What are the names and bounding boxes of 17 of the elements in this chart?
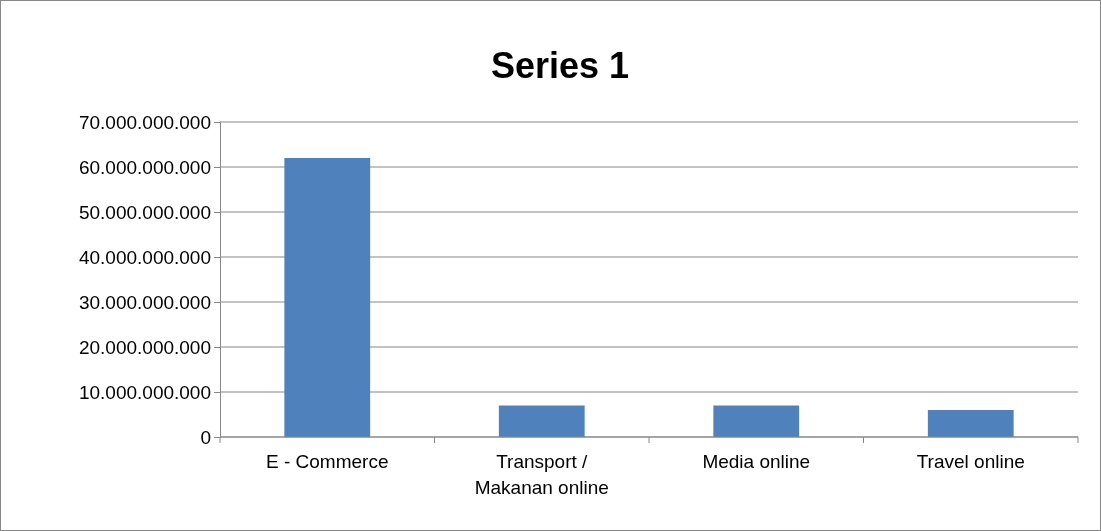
- x-tick-label: Transport / Makanan online: [474, 451, 609, 498]
- x-tick-label: Media online: [702, 451, 811, 472]
- bar: [713, 405, 800, 437]
- y-tick-label: 0: [200, 426, 211, 448]
- bar: [284, 158, 371, 437]
- y-tick-label: 40.000.000.000: [78, 246, 211, 268]
- y-tick-label: 50.000.000.000: [78, 201, 211, 223]
- y-tick-label: 70.000.000.000: [78, 111, 211, 133]
- chart-title: Series 1: [490, 45, 630, 86]
- y-tick-label: 30.000.000.000: [78, 291, 211, 313]
- bar: [498, 405, 585, 437]
- x-tick-label: E - Commerce: [266, 451, 389, 472]
- y-tick-label: 60.000.000.000: [78, 156, 211, 178]
- bar: [927, 410, 1014, 437]
- y-tick-label: 10.000.000.000: [78, 381, 211, 403]
- y-tick-label: 20.000.000.000: [78, 336, 211, 358]
- x-tick-label: Travel online: [916, 451, 1025, 472]
